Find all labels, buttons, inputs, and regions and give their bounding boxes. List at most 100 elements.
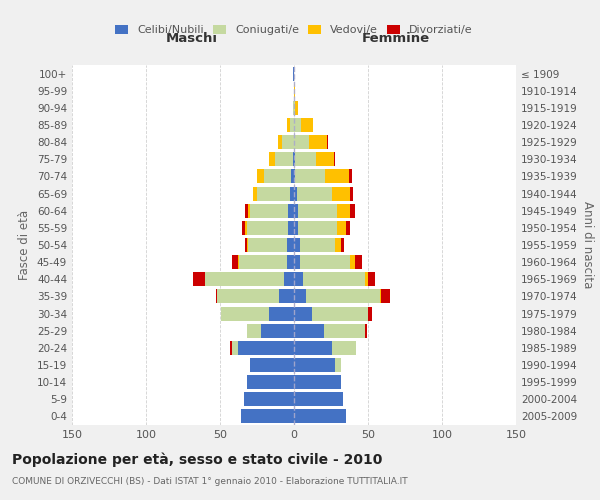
- Bar: [297, 186, 332, 200]
- Bar: [309, 135, 326, 149]
- Bar: [287, 255, 294, 269]
- Bar: [239, 255, 287, 269]
- Bar: [294, 410, 346, 424]
- Bar: [350, 204, 355, 218]
- Bar: [294, 84, 295, 98]
- Bar: [288, 221, 294, 235]
- Bar: [293, 66, 294, 80]
- Bar: [368, 272, 376, 286]
- Bar: [290, 118, 294, 132]
- Bar: [245, 221, 247, 235]
- Bar: [247, 324, 262, 338]
- Bar: [295, 152, 316, 166]
- Bar: [326, 135, 328, 149]
- Bar: [325, 170, 349, 183]
- Bar: [244, 392, 294, 406]
- Bar: [294, 306, 312, 320]
- Bar: [341, 238, 344, 252]
- Bar: [232, 255, 238, 269]
- Bar: [335, 238, 341, 252]
- Bar: [346, 221, 350, 235]
- Bar: [269, 306, 294, 320]
- Bar: [269, 152, 275, 166]
- Bar: [298, 221, 337, 235]
- Bar: [355, 255, 362, 269]
- Bar: [332, 186, 350, 200]
- Bar: [294, 186, 297, 200]
- Bar: [294, 255, 300, 269]
- Bar: [257, 186, 290, 200]
- Bar: [294, 375, 341, 389]
- Bar: [306, 290, 380, 304]
- Bar: [300, 238, 335, 252]
- Bar: [294, 101, 295, 115]
- Bar: [294, 392, 343, 406]
- Bar: [279, 290, 294, 304]
- Bar: [294, 341, 332, 355]
- Bar: [291, 170, 294, 183]
- Text: Popolazione per età, sesso e stato civile - 2010: Popolazione per età, sesso e stato civil…: [12, 452, 382, 467]
- Bar: [278, 135, 282, 149]
- Bar: [316, 152, 334, 166]
- Bar: [337, 204, 350, 218]
- Bar: [284, 272, 294, 286]
- Bar: [335, 358, 341, 372]
- Bar: [350, 186, 353, 200]
- Bar: [217, 290, 279, 304]
- Bar: [241, 410, 294, 424]
- Bar: [257, 170, 265, 183]
- Y-axis label: Fasce di età: Fasce di età: [19, 210, 31, 280]
- Bar: [365, 272, 368, 286]
- Bar: [294, 238, 300, 252]
- Bar: [265, 170, 291, 183]
- Text: Femmine: Femmine: [362, 32, 430, 45]
- Bar: [253, 186, 257, 200]
- Bar: [250, 204, 288, 218]
- Bar: [193, 272, 205, 286]
- Bar: [337, 221, 346, 235]
- Bar: [294, 118, 301, 132]
- Bar: [380, 290, 382, 304]
- Bar: [350, 255, 355, 269]
- Bar: [303, 272, 365, 286]
- Bar: [275, 152, 293, 166]
- Bar: [294, 135, 309, 149]
- Bar: [349, 170, 352, 183]
- Bar: [250, 358, 294, 372]
- Bar: [332, 341, 356, 355]
- Bar: [287, 118, 290, 132]
- Bar: [247, 375, 294, 389]
- Bar: [282, 135, 294, 149]
- Bar: [334, 152, 335, 166]
- Bar: [301, 118, 313, 132]
- Bar: [262, 324, 294, 338]
- Bar: [248, 204, 250, 218]
- Bar: [230, 341, 232, 355]
- Bar: [287, 238, 294, 252]
- Bar: [247, 221, 288, 235]
- Legend: Celibi/Nubili, Coniugati/e, Vedovi/e, Divorziati/e: Celibi/Nubili, Coniugati/e, Vedovi/e, Di…: [111, 20, 477, 40]
- Bar: [294, 221, 298, 235]
- Bar: [368, 306, 373, 320]
- Bar: [221, 306, 269, 320]
- Bar: [294, 324, 323, 338]
- Bar: [248, 238, 287, 252]
- Bar: [215, 290, 217, 304]
- Bar: [365, 324, 367, 338]
- Bar: [300, 255, 350, 269]
- Bar: [298, 204, 337, 218]
- Bar: [238, 341, 294, 355]
- Bar: [294, 272, 303, 286]
- Bar: [382, 290, 390, 304]
- Bar: [294, 170, 295, 183]
- Bar: [294, 290, 306, 304]
- Bar: [238, 255, 239, 269]
- Bar: [293, 152, 294, 166]
- Bar: [245, 204, 248, 218]
- Text: Maschi: Maschi: [166, 32, 218, 45]
- Bar: [232, 341, 238, 355]
- Bar: [295, 101, 298, 115]
- Y-axis label: Anni di nascita: Anni di nascita: [581, 202, 594, 288]
- Bar: [294, 358, 335, 372]
- Bar: [205, 272, 284, 286]
